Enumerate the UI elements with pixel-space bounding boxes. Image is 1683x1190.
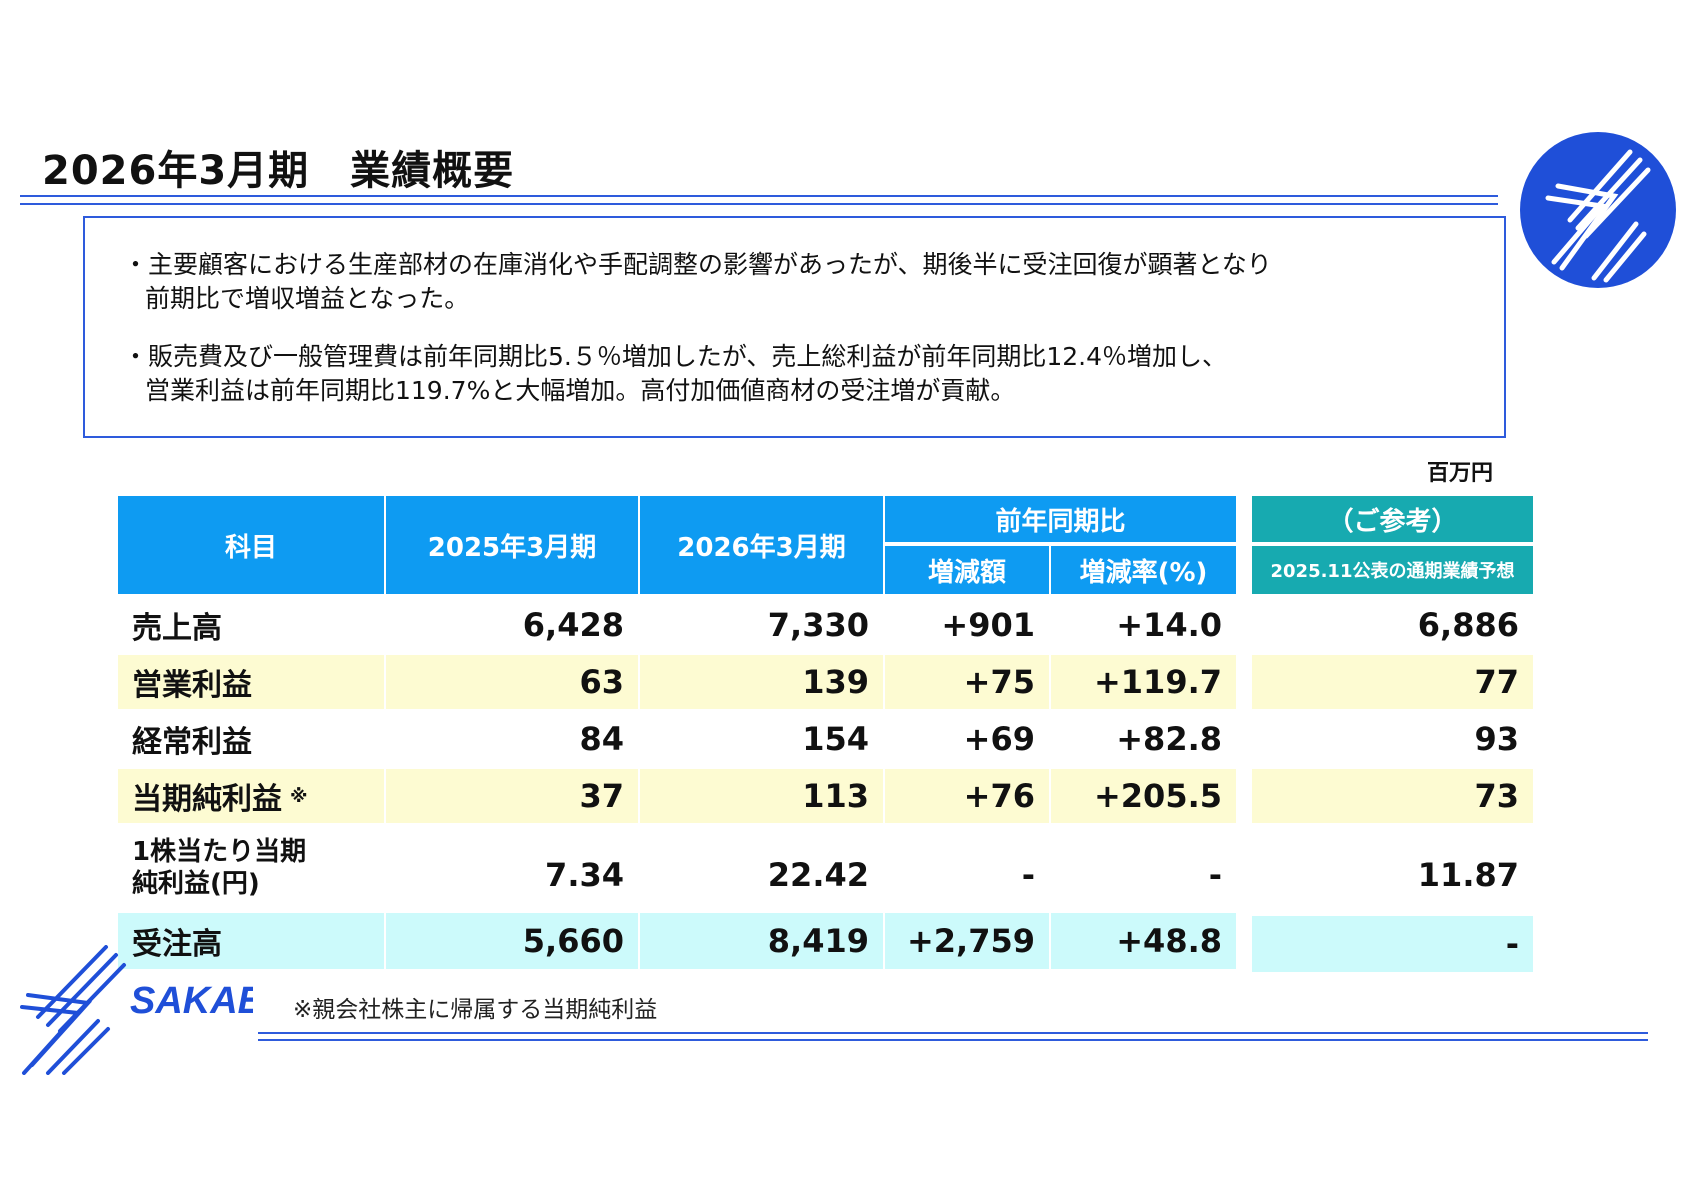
cell-fy2025: 63 (386, 655, 638, 709)
cell-rate: +82.8 (1116, 720, 1222, 758)
footnote: ※親会社株主に帰属する当期純利益 (293, 997, 658, 1023)
header-rate: 増減率(%) (1051, 546, 1236, 594)
cell-fy2025: 6,428 (522, 606, 624, 644)
cell-fy2025: 84 (579, 720, 624, 758)
cell-rate: +14.0 (1116, 606, 1222, 644)
summary-box: ・主要顧客における生産部材の在庫消化や手配調整の影響があったが、期後半に受注回復… (83, 216, 1506, 438)
header-reference: （ご参考） (1252, 496, 1533, 542)
company-emblem-icon (1520, 132, 1676, 288)
cell-fy2026: 7,330 (767, 606, 869, 644)
cell-fy2026: 22.42 (767, 856, 869, 894)
summary-bullet-line: ・主要顧客における生産部材の在庫消化や手配調整の影響があったが、期後半に受注回復… (123, 250, 1272, 279)
row-label: 1株当たり当期 純利益(円) (118, 828, 384, 908)
page-title: 2026年3月期 業績概要 (42, 148, 515, 194)
row-label-text: 当期純利益 (132, 782, 282, 817)
header-change: 増減額 (885, 546, 1049, 594)
cell-fy2026: 113 (640, 769, 883, 823)
sakae-logo-icon: SAKAE (20, 945, 253, 1075)
cell-change: +901 (941, 606, 1035, 644)
header-item: 科目 (118, 496, 384, 594)
summary-bullet-line: ・販売費及び一般管理費は前年同期比5.５％増加したが、売上総利益が前年同期比12… (123, 342, 1228, 371)
header-forecast: 2025.11公表の通期業績予想 (1252, 546, 1533, 594)
row-label-note: ※ (290, 785, 308, 807)
sakae-logo-text: SAKAE (130, 980, 253, 1022)
row-label: 経常利益 (132, 725, 252, 760)
row-label: 営業利益 (118, 655, 384, 709)
cell-change: +76 (885, 769, 1049, 823)
cell-change: +69 (963, 720, 1035, 758)
summary-bullet-line: 営業利益は前年同期比119.7%と大幅増加。高付加価値商材の受注増が貢献。 (145, 376, 1016, 405)
cell-rate: +119.7 (1051, 655, 1236, 709)
row-label: 売上高 (132, 611, 222, 646)
header-yoy: 前年同期比 (885, 496, 1236, 542)
header-fy2025: 2025年3月期 (386, 496, 638, 594)
cell-fy2026: 139 (640, 655, 883, 709)
summary-bullet-line: 前期比で増収増益となった。 (145, 284, 470, 313)
cell-forecast: - (1252, 916, 1533, 972)
title-divider (20, 195, 1498, 205)
cell-forecast: 11.87 (1417, 856, 1519, 894)
cell-rate: +205.5 (1051, 769, 1236, 823)
cell-change: - (1021, 856, 1035, 894)
cell-rate: +48.8 (1051, 913, 1236, 969)
cell-forecast: 6,886 (1417, 606, 1519, 644)
row-label: 受注高 (118, 913, 384, 969)
footer-divider (258, 1032, 1648, 1041)
cell-fy2025: 7.34 (545, 856, 624, 894)
summary-bullet: ・主要顧客における生産部材の在庫消化や手配調整の影響があったが、期後半に受注回復… (123, 248, 1272, 316)
row-label-line: 1株当たり当期 (132, 837, 307, 867)
cell-fy2025: 5,660 (386, 913, 638, 969)
cell-forecast: 93 (1474, 720, 1519, 758)
cell-fy2026: 154 (802, 720, 869, 758)
cell-rate: - (1208, 856, 1222, 894)
cell-forecast: 73 (1252, 769, 1533, 823)
row-label-line: 純利益(円) (132, 869, 260, 899)
cell-forecast: 77 (1252, 655, 1533, 709)
cell-fy2025: 37 (386, 769, 638, 823)
summary-bullet: ・販売費及び一般管理費は前年同期比5.５％増加したが、売上総利益が前年同期比12… (123, 340, 1227, 408)
cell-change: +2,759 (885, 913, 1049, 969)
cell-fy2026: 8,419 (640, 913, 883, 969)
row-label: 当期純利益 ※ (118, 769, 384, 823)
unit-label: 百万円 (1427, 461, 1494, 486)
header-fy2026: 2026年3月期 (640, 496, 883, 594)
cell-change: +75 (885, 655, 1049, 709)
